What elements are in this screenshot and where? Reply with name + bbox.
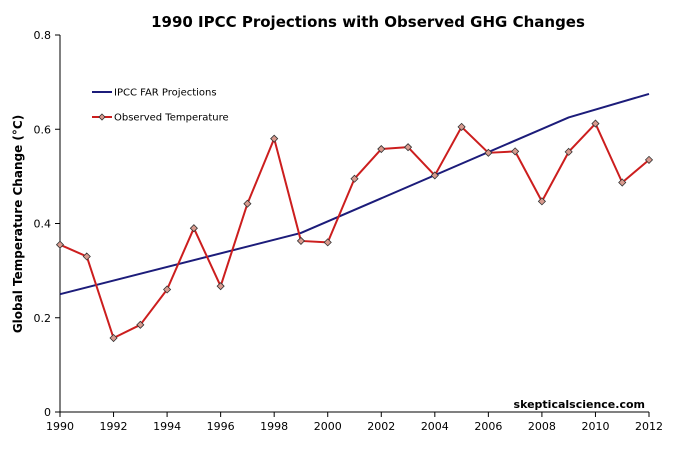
y-tick-label: 0.8 xyxy=(34,29,52,42)
data-point xyxy=(511,147,520,156)
x-tick-label: 2004 xyxy=(421,420,449,433)
data-point xyxy=(82,252,91,261)
data-point xyxy=(403,143,413,152)
data-point xyxy=(430,171,439,180)
y-tick-label: 0.2 xyxy=(34,312,52,325)
data-point xyxy=(591,119,600,128)
series-layer xyxy=(55,92,654,343)
data-point xyxy=(537,197,546,206)
data-point xyxy=(350,174,359,183)
x-tick-label: 2010 xyxy=(581,420,609,433)
legend-marker xyxy=(98,113,106,121)
watermark: skepticalscience.com xyxy=(514,398,645,411)
x-tick-label: 1996 xyxy=(207,420,235,433)
legend-label: IPCC FAR Projections xyxy=(114,88,217,99)
x-ticks: 1990 1992 1994 1996 1998 2000 2002 2004 2006 2008… xyxy=(46,412,663,433)
x-tick-label: 1992 xyxy=(100,420,128,433)
x-tick-label: 2000 xyxy=(314,420,342,433)
data-point xyxy=(136,320,145,329)
data-point xyxy=(618,178,627,187)
data-point xyxy=(109,333,118,343)
data-point xyxy=(296,236,306,246)
x-tick-label: 2008 xyxy=(528,420,556,433)
data-point xyxy=(484,148,493,157)
x-tick-label: 1998 xyxy=(260,420,288,433)
data-point xyxy=(323,238,332,247)
y-axis-label: Global Temperature Change (°C) xyxy=(11,115,25,333)
data-point xyxy=(644,155,654,164)
series-line xyxy=(59,122,650,340)
chart-title: 1990 IPCC Projections with Observed GHG … xyxy=(151,13,585,31)
data-point xyxy=(243,199,252,208)
series-ipcc-projection xyxy=(59,92,650,296)
data-point xyxy=(163,285,172,294)
y-tick-label: 0 xyxy=(44,406,51,419)
y-ticks: 0 0.2 0.4 0.6 0.8 xyxy=(34,29,60,419)
series-observed-temperature xyxy=(55,119,654,343)
data-point xyxy=(457,122,466,131)
x-tick-label: 2006 xyxy=(474,420,502,433)
x-tick-label: 1990 xyxy=(46,420,74,433)
series-line xyxy=(59,92,650,296)
legend-label: Observed Temperature xyxy=(114,113,229,124)
y-tick-label: 0.6 xyxy=(34,123,52,136)
y-tick-label: 0.4 xyxy=(34,218,52,231)
x-tick-label: 1994 xyxy=(153,420,181,433)
data-point xyxy=(189,224,198,233)
data-point xyxy=(216,282,225,291)
data-point xyxy=(55,240,65,249)
legend: IPCC FAR Projections Observed Temperature xyxy=(92,88,229,124)
x-tick-label: 2012 xyxy=(635,420,663,433)
data-point xyxy=(270,134,279,143)
x-tick-label: 2002 xyxy=(367,420,395,433)
data-point xyxy=(564,147,573,156)
data-point xyxy=(377,144,386,154)
